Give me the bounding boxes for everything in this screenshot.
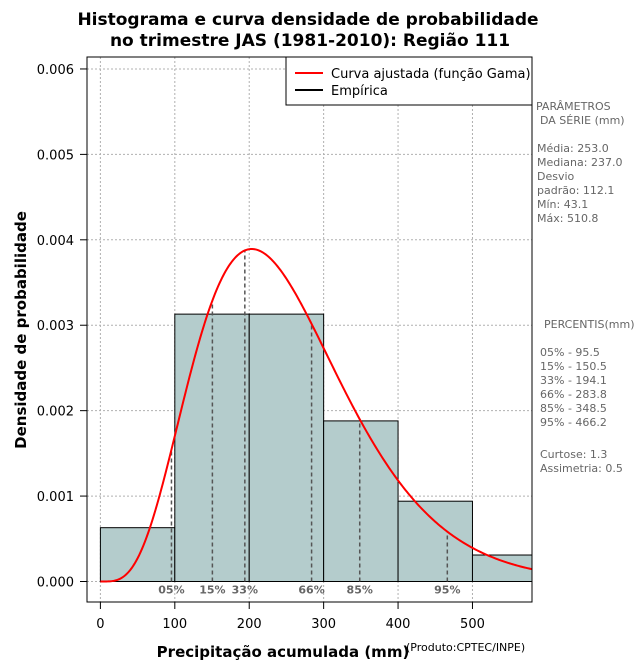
stat-p66: 66% - 283.8 — [540, 388, 607, 401]
stat-p15: 15% - 150.5 — [540, 360, 607, 373]
percentile-label: 95% — [434, 583, 460, 596]
percentile-label: 15% — [199, 583, 225, 596]
legend-label-empirical: Empírica — [331, 84, 388, 99]
y-tick-label: 0.001 — [37, 490, 74, 505]
percentile-label: 66% — [298, 583, 324, 596]
stat-curtose: Curtose: 1.3 — [540, 448, 607, 461]
params-title-1: PARÂMETROS — [536, 100, 611, 113]
percentile-labels: 05% 15% 33% 66% 85% 95% — [158, 583, 460, 596]
stat-min: Mín: 43.1 — [537, 198, 588, 211]
stat-media: Média: 253.0 — [537, 142, 609, 155]
percentile-label: 33% — [232, 583, 258, 596]
chart-title-line1: Histograma e curva densidade de probabil… — [77, 10, 538, 30]
y-axis-label: Densidade de probabilidade — [12, 211, 30, 449]
stat-assimetria: Assimetria: 0.5 — [540, 462, 623, 475]
percentile-label: 05% — [158, 583, 184, 596]
histogram-bar — [471, 554, 533, 582]
legend: Curva ajustada (função Gama) Empírica — [285, 56, 533, 106]
fitted-curve-layer — [100, 247, 532, 583]
credit-text: (Produto:CPTEC/INPE) — [406, 641, 525, 654]
y-tick-label: 0.005 — [37, 148, 74, 163]
stat-p95: 95% - 466.2 — [540, 416, 607, 429]
axes: 0 100 200 300 400 500 0.000 0.001 0.002 0.003 0.00… — [37, 63, 485, 632]
stat-desvio-1: Desvio — [537, 170, 575, 183]
x-tick-label: 200 — [237, 617, 262, 632]
stat-max: Máx: 510.8 — [537, 212, 598, 225]
legend-label-curve: Curva ajustada (função Gama) — [331, 67, 531, 82]
y-tick-label: 0.006 — [37, 63, 74, 78]
histogram-bar — [323, 420, 399, 582]
stat-p85: 85% - 348.5 — [540, 402, 607, 415]
params-title-2: DA SÉRIE (mm) — [540, 114, 625, 127]
y-tick-label: 0.003 — [37, 319, 74, 334]
fitted-gamma-curve — [100, 247, 532, 583]
x-tick-label: 400 — [386, 617, 411, 632]
x-tick-label: 100 — [162, 617, 187, 632]
y-tick-label: 0.004 — [37, 234, 74, 249]
y-tick-label: 0.002 — [37, 405, 74, 420]
y-tick-label: 0.000 — [37, 575, 74, 590]
stats-panel: PARÂMETROS DA SÉRIE (mm) Média: 253.0 Me… — [536, 100, 635, 475]
stat-mediana: Mediana: 237.0 — [537, 156, 622, 169]
x-tick-label: 500 — [460, 617, 485, 632]
histogram-bars — [99, 313, 533, 582]
histogram-bar — [99, 527, 176, 582]
histogram-bar — [248, 313, 325, 582]
chart-title-line2: no trimestre JAS (1981-2010): Região 111 — [110, 31, 510, 51]
percentile-lines — [170, 250, 449, 582]
percentis-title: PERCENTIS(mm) — [544, 318, 635, 331]
x-axis-label: Precipitação acumulada (mm) — [157, 643, 410, 660]
stat-p33: 33% - 194.1 — [540, 374, 607, 387]
x-tick-label: 0 — [96, 617, 104, 632]
stat-p05: 05% - 95.5 — [540, 346, 600, 359]
percentile-label: 85% — [347, 583, 373, 596]
x-tick-label: 300 — [311, 617, 336, 632]
legend-box — [285, 56, 533, 106]
stat-desvio-2: padrão: 112.1 — [537, 184, 614, 197]
